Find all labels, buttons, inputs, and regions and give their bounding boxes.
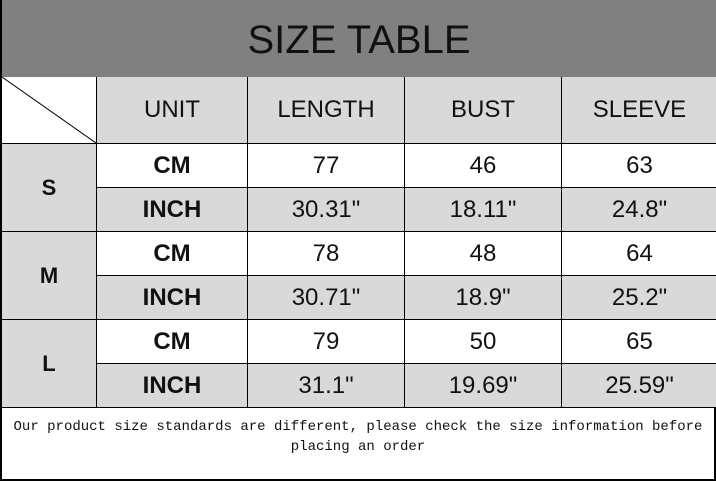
size-label: L <box>2 320 97 408</box>
cm-sleeve-cell: 65 <box>562 320 716 364</box>
header-sleeve: SLEEVE <box>562 77 716 144</box>
footer-note: Our product size standards are different… <box>0 408 716 481</box>
cm-unit-cell: CM <box>97 232 248 276</box>
cm-length-cell: 79 <box>248 320 405 364</box>
header-bust: BUST <box>405 77 562 144</box>
cm-sleeve-cell: 64 <box>562 232 716 276</box>
corner-cell <box>2 77 97 144</box>
inch-bust-cell: 19.69" <box>405 364 562 408</box>
diagonal-line <box>2 77 96 143</box>
inch-sleeve-cell: 25.2" <box>562 276 716 320</box>
cm-bust-cell: 48 <box>405 232 562 276</box>
inch-bust-cell: 18.11" <box>405 188 562 232</box>
size-label: M <box>2 232 97 320</box>
inch-unit-cell: INCH <box>97 188 248 232</box>
inch-bust-cell: 18.9" <box>405 276 562 320</box>
cm-length-cell: 77 <box>248 144 405 188</box>
cm-bust-cell: 50 <box>405 320 562 364</box>
inch-unit-cell: INCH <box>97 276 248 320</box>
inch-sleeve-cell: 25.59" <box>562 364 716 408</box>
cm-bust-cell: 46 <box>405 144 562 188</box>
size-label: S <box>2 144 97 232</box>
inch-length-cell: 30.71" <box>248 276 405 320</box>
cm-unit-cell: CM <box>97 320 248 364</box>
header-length: LENGTH <box>248 77 405 144</box>
cm-sleeve-cell: 63 <box>562 144 716 188</box>
table-title: SIZE TABLE <box>0 0 716 77</box>
inch-unit-cell: INCH <box>97 364 248 408</box>
cm-length-cell: 78 <box>248 232 405 276</box>
cm-unit-cell: CM <box>97 144 248 188</box>
inch-sleeve-cell: 24.8" <box>562 188 716 232</box>
header-unit: UNIT <box>97 77 248 144</box>
inch-length-cell: 30.31" <box>248 188 405 232</box>
size-table: UNIT LENGTH BUST SLEEVE S CM 77 46 63 INCH 30.… <box>0 77 716 408</box>
inch-length-cell: 31.1" <box>248 364 405 408</box>
